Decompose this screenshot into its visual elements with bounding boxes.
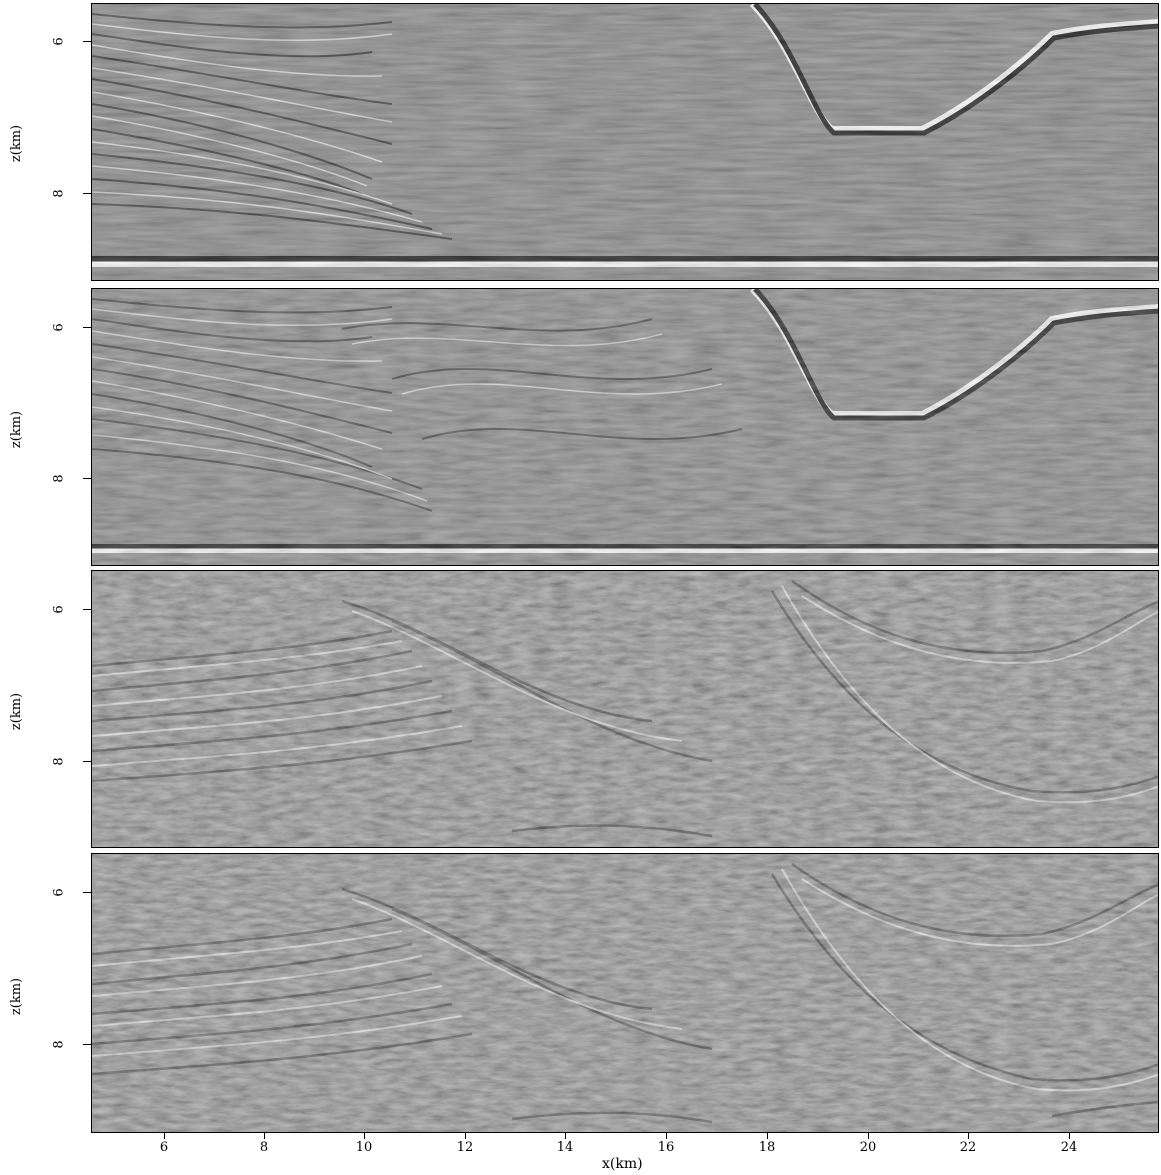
y-tick-label-6-p1: 6: [51, 37, 67, 46]
y-axis-title-p1: z(km): [9, 124, 25, 163]
x-tick-22: [968, 1133, 969, 1139]
y-tick-6-p1: [83, 41, 91, 42]
x-tick-12: [465, 1133, 466, 1139]
x-tick-10: [364, 1133, 365, 1139]
seismic-panel-3: [91, 570, 1159, 848]
x-tick-20: [868, 1133, 869, 1139]
seismic-panel-2: [91, 288, 1159, 566]
x-tick-24: [1069, 1133, 1070, 1139]
y-axis-title-p3: z(km): [9, 692, 25, 731]
x-tick-label-20: 20: [859, 1140, 877, 1155]
x-tick-6: [164, 1133, 165, 1139]
x-tick-label-14: 14: [556, 1140, 574, 1155]
y-tick-6-p3: [83, 609, 91, 610]
y-tick-label-8-p4: 8: [51, 1040, 67, 1049]
y-tick-6-p4: [83, 892, 91, 893]
x-tick-16: [666, 1133, 667, 1139]
y-tick-6-p2: [83, 327, 91, 328]
y-axis-title-p2: z(km): [9, 410, 25, 449]
seismic-panel-4: [91, 853, 1159, 1133]
y-tick-label-6-p3: 6: [51, 605, 67, 614]
seismic-image-3: [92, 571, 1158, 847]
x-tick-label-12: 12: [456, 1140, 474, 1155]
x-tick-label-24: 24: [1060, 1140, 1078, 1155]
y-tick-label-8-p2: 8: [51, 474, 67, 483]
y-tick-label-6-p2: 6: [51, 323, 67, 332]
y-axis-title-p4: z(km): [9, 977, 25, 1016]
x-tick-14: [565, 1133, 566, 1139]
x-tick-label-6: 6: [159, 1140, 169, 1155]
y-tick-label-8-p3: 8: [51, 757, 67, 766]
y-tick-8-p3: [83, 761, 91, 762]
x-axis-title: x(km): [602, 1156, 643, 1172]
seismic-image-4: [92, 854, 1158, 1132]
seismic-panel-1: [91, 3, 1159, 281]
x-tick-8: [264, 1133, 265, 1139]
y-tick-8-p2: [83, 478, 91, 479]
x-tick-18: [767, 1133, 768, 1139]
y-tick-label-6-p4: 6: [51, 888, 67, 897]
x-tick-label-10: 10: [355, 1140, 373, 1155]
x-tick-label-18: 18: [758, 1140, 776, 1155]
seismic-image-2: [92, 289, 1158, 565]
y-tick-8-p4: [83, 1044, 91, 1045]
seismic-image-1: [92, 4, 1158, 280]
y-tick-label-8-p1: 8: [51, 189, 67, 198]
x-tick-label-8: 8: [259, 1140, 269, 1155]
x-tick-label-22: 22: [959, 1140, 977, 1155]
y-tick-8-p1: [83, 193, 91, 194]
x-tick-label-16: 16: [657, 1140, 675, 1155]
